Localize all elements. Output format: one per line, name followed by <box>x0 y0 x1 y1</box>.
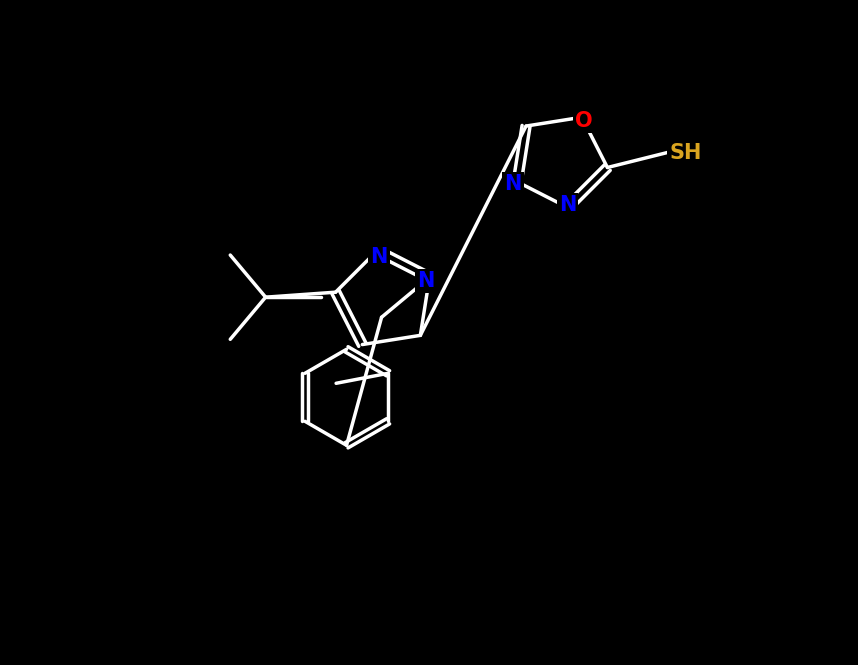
Text: SH: SH <box>669 142 702 162</box>
Text: N: N <box>505 174 522 194</box>
Text: O: O <box>575 111 593 131</box>
Text: N: N <box>559 196 577 215</box>
Text: N: N <box>417 271 434 291</box>
Text: N: N <box>371 247 388 267</box>
